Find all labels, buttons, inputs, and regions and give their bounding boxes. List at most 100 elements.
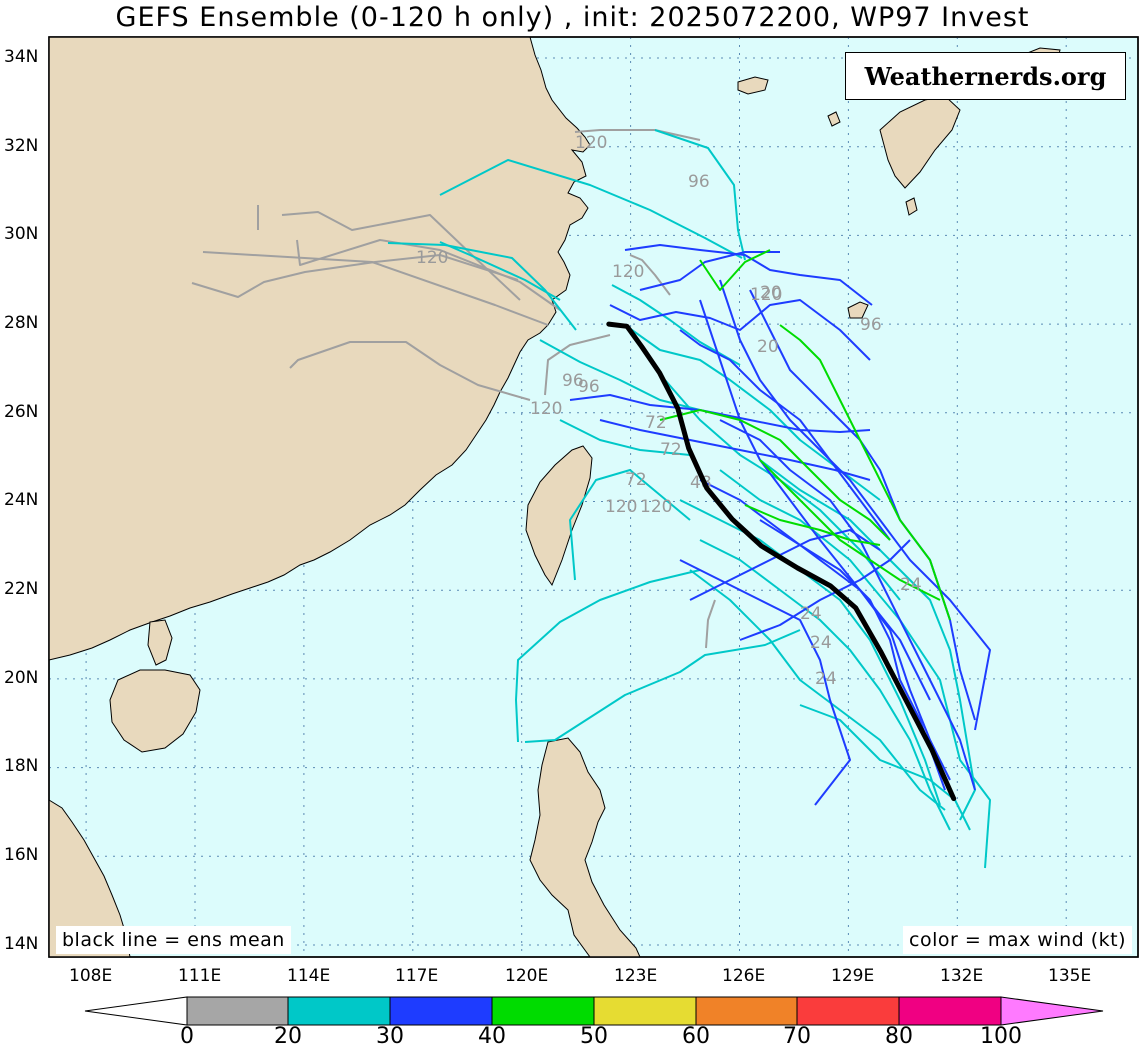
ensemble-track <box>699 299 931 701</box>
ensemble-track <box>281 211 521 301</box>
lat-label-24n: 24N <box>4 490 39 510</box>
colorbar-tick-60: 60 <box>682 1024 710 1049</box>
forecast-hour-label: 120 <box>750 285 782 305</box>
lon-label-126e: 126E <box>722 966 766 986</box>
ensemble-track <box>749 289 976 721</box>
ensemble-track <box>515 569 701 743</box>
forecast-hour-label: 120 <box>575 133 607 153</box>
ensemble-track <box>559 419 691 456</box>
map-frame <box>48 36 1139 958</box>
colorbar-low-arrow <box>84 996 188 1026</box>
ensemble-track <box>289 341 531 401</box>
colorbar-segment <box>796 996 900 1026</box>
ensemble-track <box>609 299 871 361</box>
ensemble-track <box>439 159 743 259</box>
ensemble-track <box>719 419 976 791</box>
legend-wind-color: color = max wind (kt) <box>903 926 1132 954</box>
ensemble-track <box>202 251 549 326</box>
colorbar-tick-30: 30 <box>376 1024 404 1049</box>
lat-label-14n: 14N <box>4 934 39 954</box>
colorbar-tick-100: 100 <box>980 1024 1022 1049</box>
colorbar-segment <box>695 996 798 1026</box>
lat-label-34n: 34N <box>4 47 39 67</box>
colorbar-segment <box>593 996 697 1026</box>
lat-label-32n: 32N <box>4 136 39 156</box>
colorbar-tick-50: 50 <box>580 1024 608 1049</box>
ensemble-track <box>387 242 577 331</box>
colorbar-segment <box>898 996 1002 1026</box>
lon-label-129e: 129E <box>831 966 875 986</box>
land-amami <box>827 111 841 127</box>
land-luzon <box>529 737 641 958</box>
land-jeju <box>737 76 769 95</box>
forecast-hour-label: 120 <box>640 497 672 517</box>
ensemble-track <box>719 279 991 731</box>
ensemble-track <box>611 284 741 366</box>
land-tanegashima <box>905 197 918 216</box>
colorbar-tick-80: 80 <box>885 1024 913 1049</box>
forecast-hour-label: 20 <box>757 337 779 357</box>
lon-label-111e: 111E <box>178 966 222 986</box>
colorbar-segment <box>287 996 391 1026</box>
colorbar-tick-70: 70 <box>783 1024 811 1049</box>
colorbar-segment <box>186 996 289 1026</box>
land-leizhou <box>147 619 173 666</box>
ensemble-track <box>191 254 519 298</box>
lon-label-123e: 123E <box>614 966 658 986</box>
forecast-hour-label: 72 <box>660 440 682 460</box>
ensemble-track <box>639 251 780 291</box>
ensemble-track <box>679 329 891 541</box>
land-taiwan <box>525 445 593 587</box>
ensemble-track <box>779 324 951 621</box>
brand-logo[interactable]: Weathernerds.org <box>845 52 1126 100</box>
forecast-hour-label: 120 <box>530 399 562 419</box>
ensemble-track <box>705 599 716 649</box>
legend-ens-mean: black line = ens mean <box>56 926 291 954</box>
ensemble-track <box>759 459 941 601</box>
colorbar-tick-20: 20 <box>274 1024 302 1049</box>
forecast-hour-label: 72 <box>645 413 667 433</box>
ensemble-track <box>799 704 971 831</box>
forecast-hour-label: 120 <box>612 262 644 282</box>
lon-label-120e: 120E <box>505 966 549 986</box>
forecast-hour-label: 72 <box>625 470 647 490</box>
land-hainan <box>109 669 201 753</box>
ensemble-track <box>524 629 801 743</box>
land-kyushu <box>879 95 961 189</box>
ensemble-track <box>699 249 771 291</box>
lon-label-108e: 108E <box>69 966 113 986</box>
lat-label-20n: 20N <box>4 668 39 688</box>
ensemble-track <box>439 241 561 301</box>
wind-colorbar <box>84 996 1104 1026</box>
chart-title: GEFS Ensemble (0-120 h only) , init: 202… <box>115 2 1030 33</box>
colorbar-high-arrow <box>1000 996 1104 1026</box>
colorbar-tick-0: 0 <box>180 1024 194 1049</box>
forecast-hour-label: 24 <box>800 604 822 624</box>
ensemble-track <box>574 129 701 141</box>
ensemble-track <box>679 499 941 806</box>
forecast-hour-label: 96 <box>578 377 600 397</box>
ensemble-track <box>296 239 561 311</box>
lon-label-117e: 117E <box>395 966 439 986</box>
ensemble-track <box>544 334 611 396</box>
ensemble-track <box>759 459 976 821</box>
land-mainland <box>48 36 591 661</box>
ensemble-track <box>654 129 746 261</box>
ensemble-track <box>599 419 871 481</box>
lon-label-132e: 132E <box>940 966 984 986</box>
forecast-hour-labels: 1209612012012020961202024242424967296721… <box>416 133 922 689</box>
ensemble-track <box>744 504 881 546</box>
ensemble-track <box>569 469 691 581</box>
forecast-hour-label: 96 <box>688 172 710 192</box>
lon-label-114e: 114E <box>287 966 331 986</box>
lat-label-28n: 28N <box>4 313 39 333</box>
ensemble-track <box>679 559 851 806</box>
lat-label-16n: 16N <box>4 845 39 865</box>
ensemble-tracks <box>191 129 991 869</box>
ensemble-track <box>569 394 871 433</box>
colorbar-segment <box>491 996 595 1026</box>
colorbar-tick-40: 40 <box>478 1024 506 1049</box>
forecast-hour-label: 24 <box>900 575 922 595</box>
lat-label-18n: 18N <box>4 756 39 776</box>
